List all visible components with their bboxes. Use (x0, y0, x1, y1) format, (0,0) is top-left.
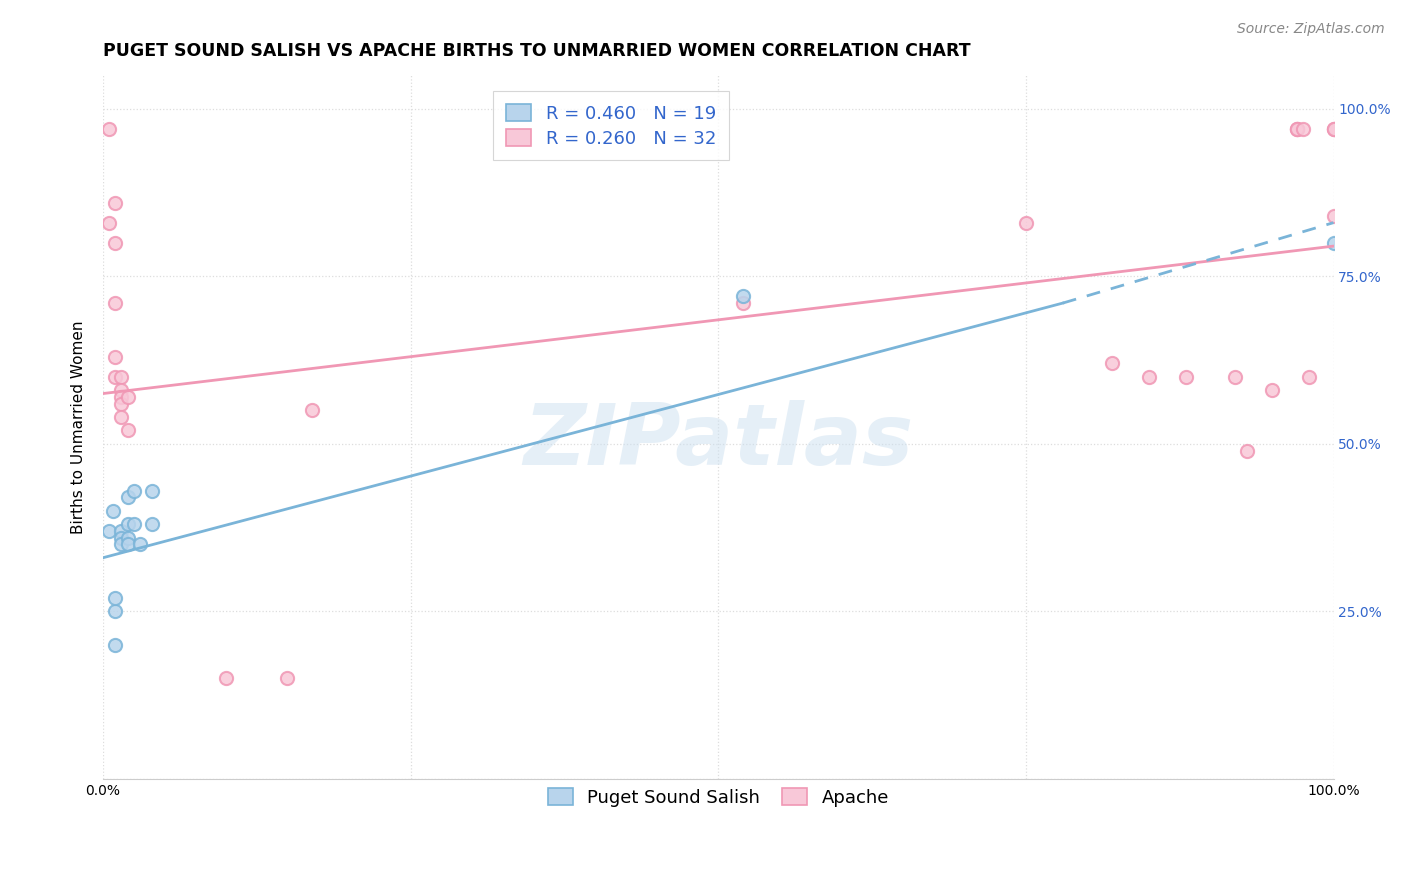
Point (104, 604, 127, 618)
Point (110, 410, 132, 425)
Point (1298, 369, 1320, 384)
Point (1292, 121, 1315, 136)
Point (276, 672, 298, 686)
Point (110, 396, 132, 410)
Point (117, 537, 139, 551)
Point (104, 235, 127, 250)
Point (117, 491, 139, 505)
Point (110, 369, 132, 384)
Point (1322, 209, 1344, 223)
Point (1285, 121, 1308, 136)
Point (101, 504, 124, 518)
Point (104, 350, 127, 364)
Point (117, 517, 139, 532)
Point (110, 524, 132, 538)
Point (104, 369, 127, 384)
Point (104, 638, 127, 652)
Point (1174, 369, 1197, 384)
Text: PUGET SOUND SALISH VS APACHE BIRTHS TO UNMARRIED WOMEN CORRELATION CHART: PUGET SOUND SALISH VS APACHE BIRTHS TO U… (103, 42, 970, 60)
Point (1285, 121, 1308, 136)
Point (1101, 356, 1123, 370)
Point (731, 289, 754, 303)
Point (117, 531, 139, 545)
Point (104, 296, 127, 310)
Point (98, 121, 121, 136)
Point (117, 424, 139, 438)
Point (1322, 235, 1344, 250)
Point (110, 390, 132, 404)
Point (122, 483, 145, 498)
Point (98, 216, 121, 230)
Point (128, 537, 150, 551)
Point (1236, 443, 1258, 458)
Point (110, 531, 132, 545)
Text: ZIPatlas: ZIPatlas (523, 400, 914, 483)
Point (141, 517, 163, 532)
Point (1223, 369, 1246, 384)
Point (1322, 121, 1344, 136)
Point (1261, 383, 1284, 397)
Point (1322, 121, 1344, 136)
Point (1322, 121, 1344, 136)
Point (122, 517, 145, 532)
Point (301, 403, 323, 417)
Point (215, 672, 238, 686)
Point (731, 296, 754, 310)
Point (1285, 121, 1308, 136)
Point (1015, 216, 1038, 230)
Point (104, 591, 127, 605)
Point (110, 383, 132, 397)
Point (98, 524, 121, 538)
Point (1137, 369, 1160, 384)
Point (117, 390, 139, 404)
Point (141, 483, 163, 498)
Legend: Puget Sound Salish, Apache: Puget Sound Salish, Apache (538, 779, 898, 815)
Text: Source: ZipAtlas.com: Source: ZipAtlas.com (1237, 22, 1385, 37)
Point (104, 195, 127, 210)
Point (110, 537, 132, 551)
Y-axis label: Births to Unmarried Women: Births to Unmarried Women (72, 320, 86, 533)
